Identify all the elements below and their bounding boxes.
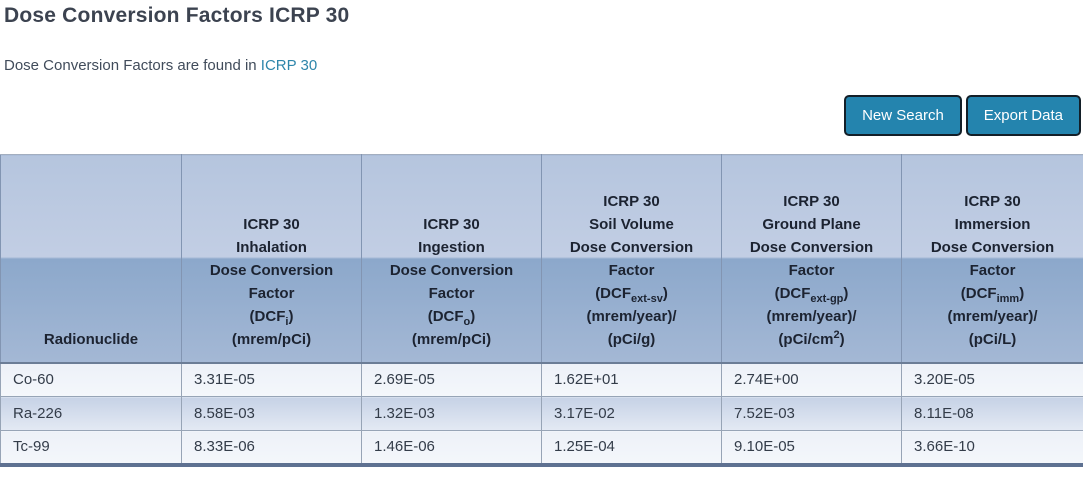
cell-value: 8.33E-06 bbox=[182, 431, 362, 465]
cell-value: 1.62E+01 bbox=[542, 363, 722, 397]
cell-value: 1.32E-03 bbox=[362, 397, 542, 431]
cell-value: 8.58E-03 bbox=[182, 397, 362, 431]
cell-value: 3.20E-05 bbox=[902, 363, 1083, 397]
table-row-ra-226: Ra-226 8.58E-03 1.32E-03 3.17E-02 7.52E-… bbox=[1, 397, 1083, 431]
cell-value: 2.74E+00 bbox=[722, 363, 902, 397]
cell-value: 1.25E-04 bbox=[542, 431, 722, 465]
icrp-30-link[interactable]: ICRP 30 bbox=[261, 57, 317, 74]
cell-value: 3.17E-02 bbox=[542, 397, 722, 431]
cell-value: 3.66E-10 bbox=[902, 431, 1083, 465]
action-buttons: New Search Export Data bbox=[0, 95, 1083, 136]
cell-value: 1.46E-06 bbox=[362, 431, 542, 465]
cell-value: 2.69E-05 bbox=[362, 363, 542, 397]
new-search-button[interactable]: New Search bbox=[844, 95, 962, 136]
page: Dose Conversion Factors ICRP 30 Dose Con… bbox=[0, 4, 1083, 478]
table-row-tc-99: Tc-99 8.33E-06 1.46E-06 1.25E-04 9.10E-0… bbox=[1, 431, 1083, 465]
cell-value: 9.10E-05 bbox=[722, 431, 902, 465]
cell-value: 7.52E-03 bbox=[722, 397, 902, 431]
intro-text: Dose Conversion Factors are found in bbox=[4, 57, 261, 74]
cell-radionuclide: Ra-226 bbox=[1, 397, 182, 431]
cell-value: 8.11E-08 bbox=[902, 397, 1083, 431]
cell-radionuclide: Tc-99 bbox=[1, 431, 182, 465]
intro-line: Dose Conversion Factors are found in ICR… bbox=[4, 57, 1083, 74]
export-data-button[interactable]: Export Data bbox=[966, 95, 1081, 136]
page-title: Dose Conversion Factors ICRP 30 bbox=[4, 4, 1083, 28]
column-header-radionuclide: Radionuclide bbox=[1, 155, 182, 363]
cell-value: 3.31E-05 bbox=[182, 363, 362, 397]
table-body: Co-60 3.31E-05 2.69E-05 1.62E+01 2.74E+0… bbox=[1, 363, 1083, 465]
cell-radionuclide: Co-60 bbox=[1, 363, 182, 397]
table-row-co-60: Co-60 3.31E-05 2.69E-05 1.62E+01 2.74E+0… bbox=[1, 363, 1083, 397]
